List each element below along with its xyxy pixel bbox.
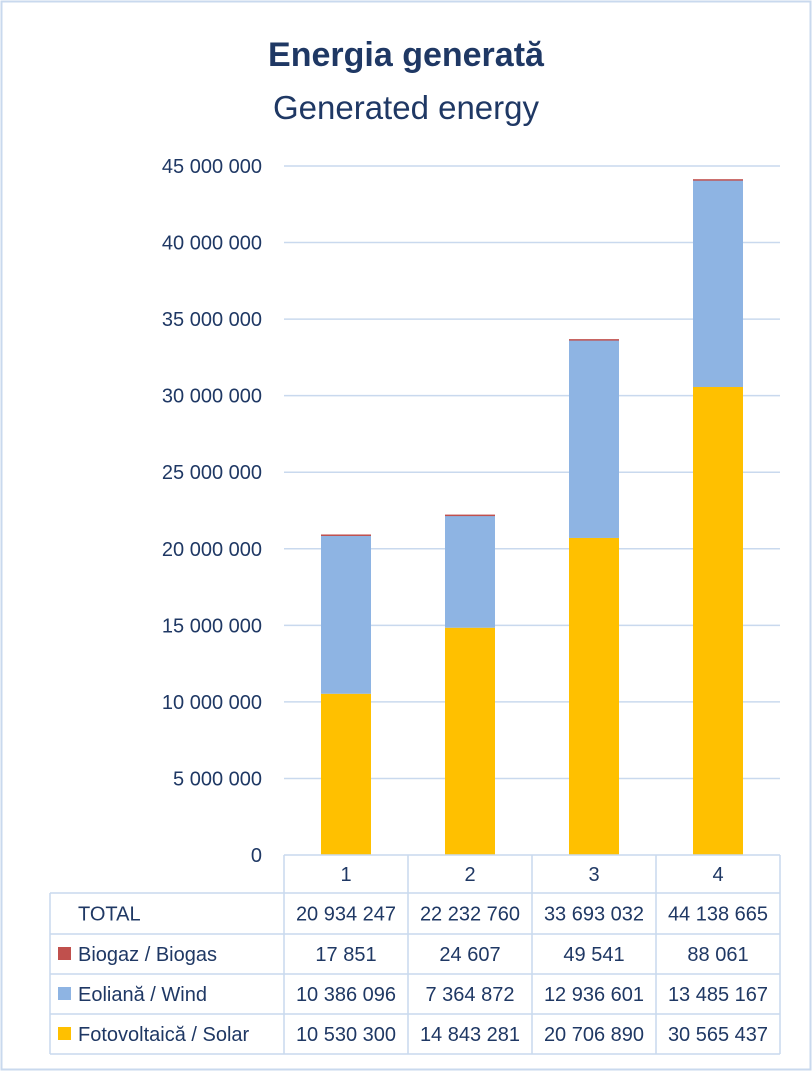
- data-label: 17 851: [315, 944, 376, 966]
- legend-key: [58, 947, 71, 960]
- y-tick-label: 35 000 000: [162, 309, 262, 331]
- table-row-label: Biogaz / Biogas: [78, 944, 217, 966]
- bar-segment: [445, 514, 495, 517]
- data-label: 33 693 032: [544, 904, 644, 926]
- bar-segment: [569, 537, 619, 855]
- chart-subtitle: Generated energy: [273, 89, 540, 126]
- bar-segment: [321, 534, 371, 536]
- legend-key: [58, 1027, 71, 1040]
- data-label: 24 607: [439, 944, 500, 966]
- data-label: 10 386 096: [296, 984, 396, 1006]
- data-label: 20 706 890: [544, 1024, 644, 1046]
- table-row-label: Eoliană / Wind: [78, 984, 207, 1006]
- bar-segment: [569, 339, 619, 341]
- y-tick-label: 25 000 000: [162, 462, 262, 484]
- y-tick-label: 10 000 000: [162, 692, 262, 714]
- bar-segment: [321, 534, 371, 694]
- bar-segment: [693, 387, 743, 855]
- data-label: 14 843 281: [420, 1024, 520, 1046]
- y-tick-label: 30 000 000: [162, 386, 262, 408]
- bar-segment: [569, 339, 619, 538]
- chart-title: Energia generată: [268, 36, 545, 74]
- data-label: 10 530 300: [296, 1024, 396, 1046]
- y-tick-label: 5 000 000: [173, 768, 262, 790]
- data-label: 12 936 601: [544, 984, 644, 1006]
- bar-segment: [445, 514, 495, 628]
- legend-key: [58, 987, 71, 1000]
- x-category-label: 1: [340, 864, 351, 886]
- y-tick-label: 20 000 000: [162, 539, 262, 561]
- data-label: 20 934 247: [296, 904, 396, 926]
- bar-segment: [321, 693, 371, 855]
- data-label: 88 061: [687, 944, 748, 966]
- y-tick-label: 15 000 000: [162, 615, 262, 637]
- data-label: 49 541: [563, 944, 624, 966]
- data-label: 30 565 437: [668, 1024, 768, 1046]
- x-category-label: 3: [588, 864, 599, 886]
- bar-segment: [693, 179, 743, 181]
- data-label: 13 485 167: [668, 984, 768, 1006]
- y-tick-label: 40 000 000: [162, 233, 262, 255]
- data-label: 44 138 665: [668, 904, 768, 926]
- data-label: 22 232 760: [420, 904, 520, 926]
- bar-segment: [693, 180, 743, 388]
- table-row-label: Fotovoltaică / Solar: [78, 1024, 250, 1046]
- data-label: 7 364 872: [426, 984, 515, 1006]
- x-category-label: 2: [464, 864, 475, 886]
- bar-segment: [445, 627, 495, 855]
- table-row-label: TOTAL: [78, 904, 141, 926]
- y-tick-label: 45 000 000: [162, 156, 262, 178]
- y-tick-label: 0: [251, 845, 262, 867]
- x-category-label: 4: [712, 864, 723, 886]
